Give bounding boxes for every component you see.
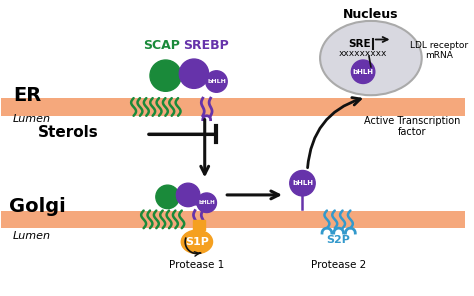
Circle shape: [156, 185, 179, 209]
Text: Protease 2: Protease 2: [311, 260, 366, 270]
Text: xxxxxxxxx: xxxxxxxxx: [339, 49, 387, 58]
Text: SCAP: SCAP: [143, 39, 180, 52]
Text: SREBP: SREBP: [183, 39, 228, 52]
Circle shape: [206, 71, 227, 92]
Text: bHLH: bHLH: [353, 69, 374, 75]
Circle shape: [179, 59, 209, 89]
Circle shape: [176, 183, 200, 207]
Bar: [193, 220, 205, 230]
Circle shape: [197, 193, 217, 213]
Ellipse shape: [320, 21, 422, 95]
Text: Protease 1: Protease 1: [169, 260, 225, 270]
Ellipse shape: [181, 230, 212, 254]
Text: bHLH: bHLH: [292, 180, 313, 186]
Bar: [1, 210, 465, 228]
Text: LDL receptor
mRNA: LDL receptor mRNA: [410, 41, 468, 60]
Bar: [1, 98, 465, 116]
Circle shape: [351, 60, 375, 83]
Text: Active Transcription
factor: Active Transcription factor: [364, 116, 460, 137]
Text: ER: ER: [13, 86, 41, 105]
Text: Lumen: Lumen: [13, 231, 51, 241]
Circle shape: [150, 60, 181, 91]
Circle shape: [290, 170, 315, 196]
Text: Lumen: Lumen: [13, 114, 51, 124]
Text: Golgi: Golgi: [9, 197, 66, 216]
Text: S2P: S2P: [327, 235, 351, 245]
Text: S1P: S1P: [185, 237, 209, 247]
Text: bHLH: bHLH: [198, 200, 215, 205]
Text: Nucleus: Nucleus: [343, 8, 399, 21]
Text: bHLH: bHLH: [207, 79, 226, 84]
Text: SRE: SRE: [348, 39, 371, 49]
Text: Sterols: Sterols: [37, 125, 98, 140]
